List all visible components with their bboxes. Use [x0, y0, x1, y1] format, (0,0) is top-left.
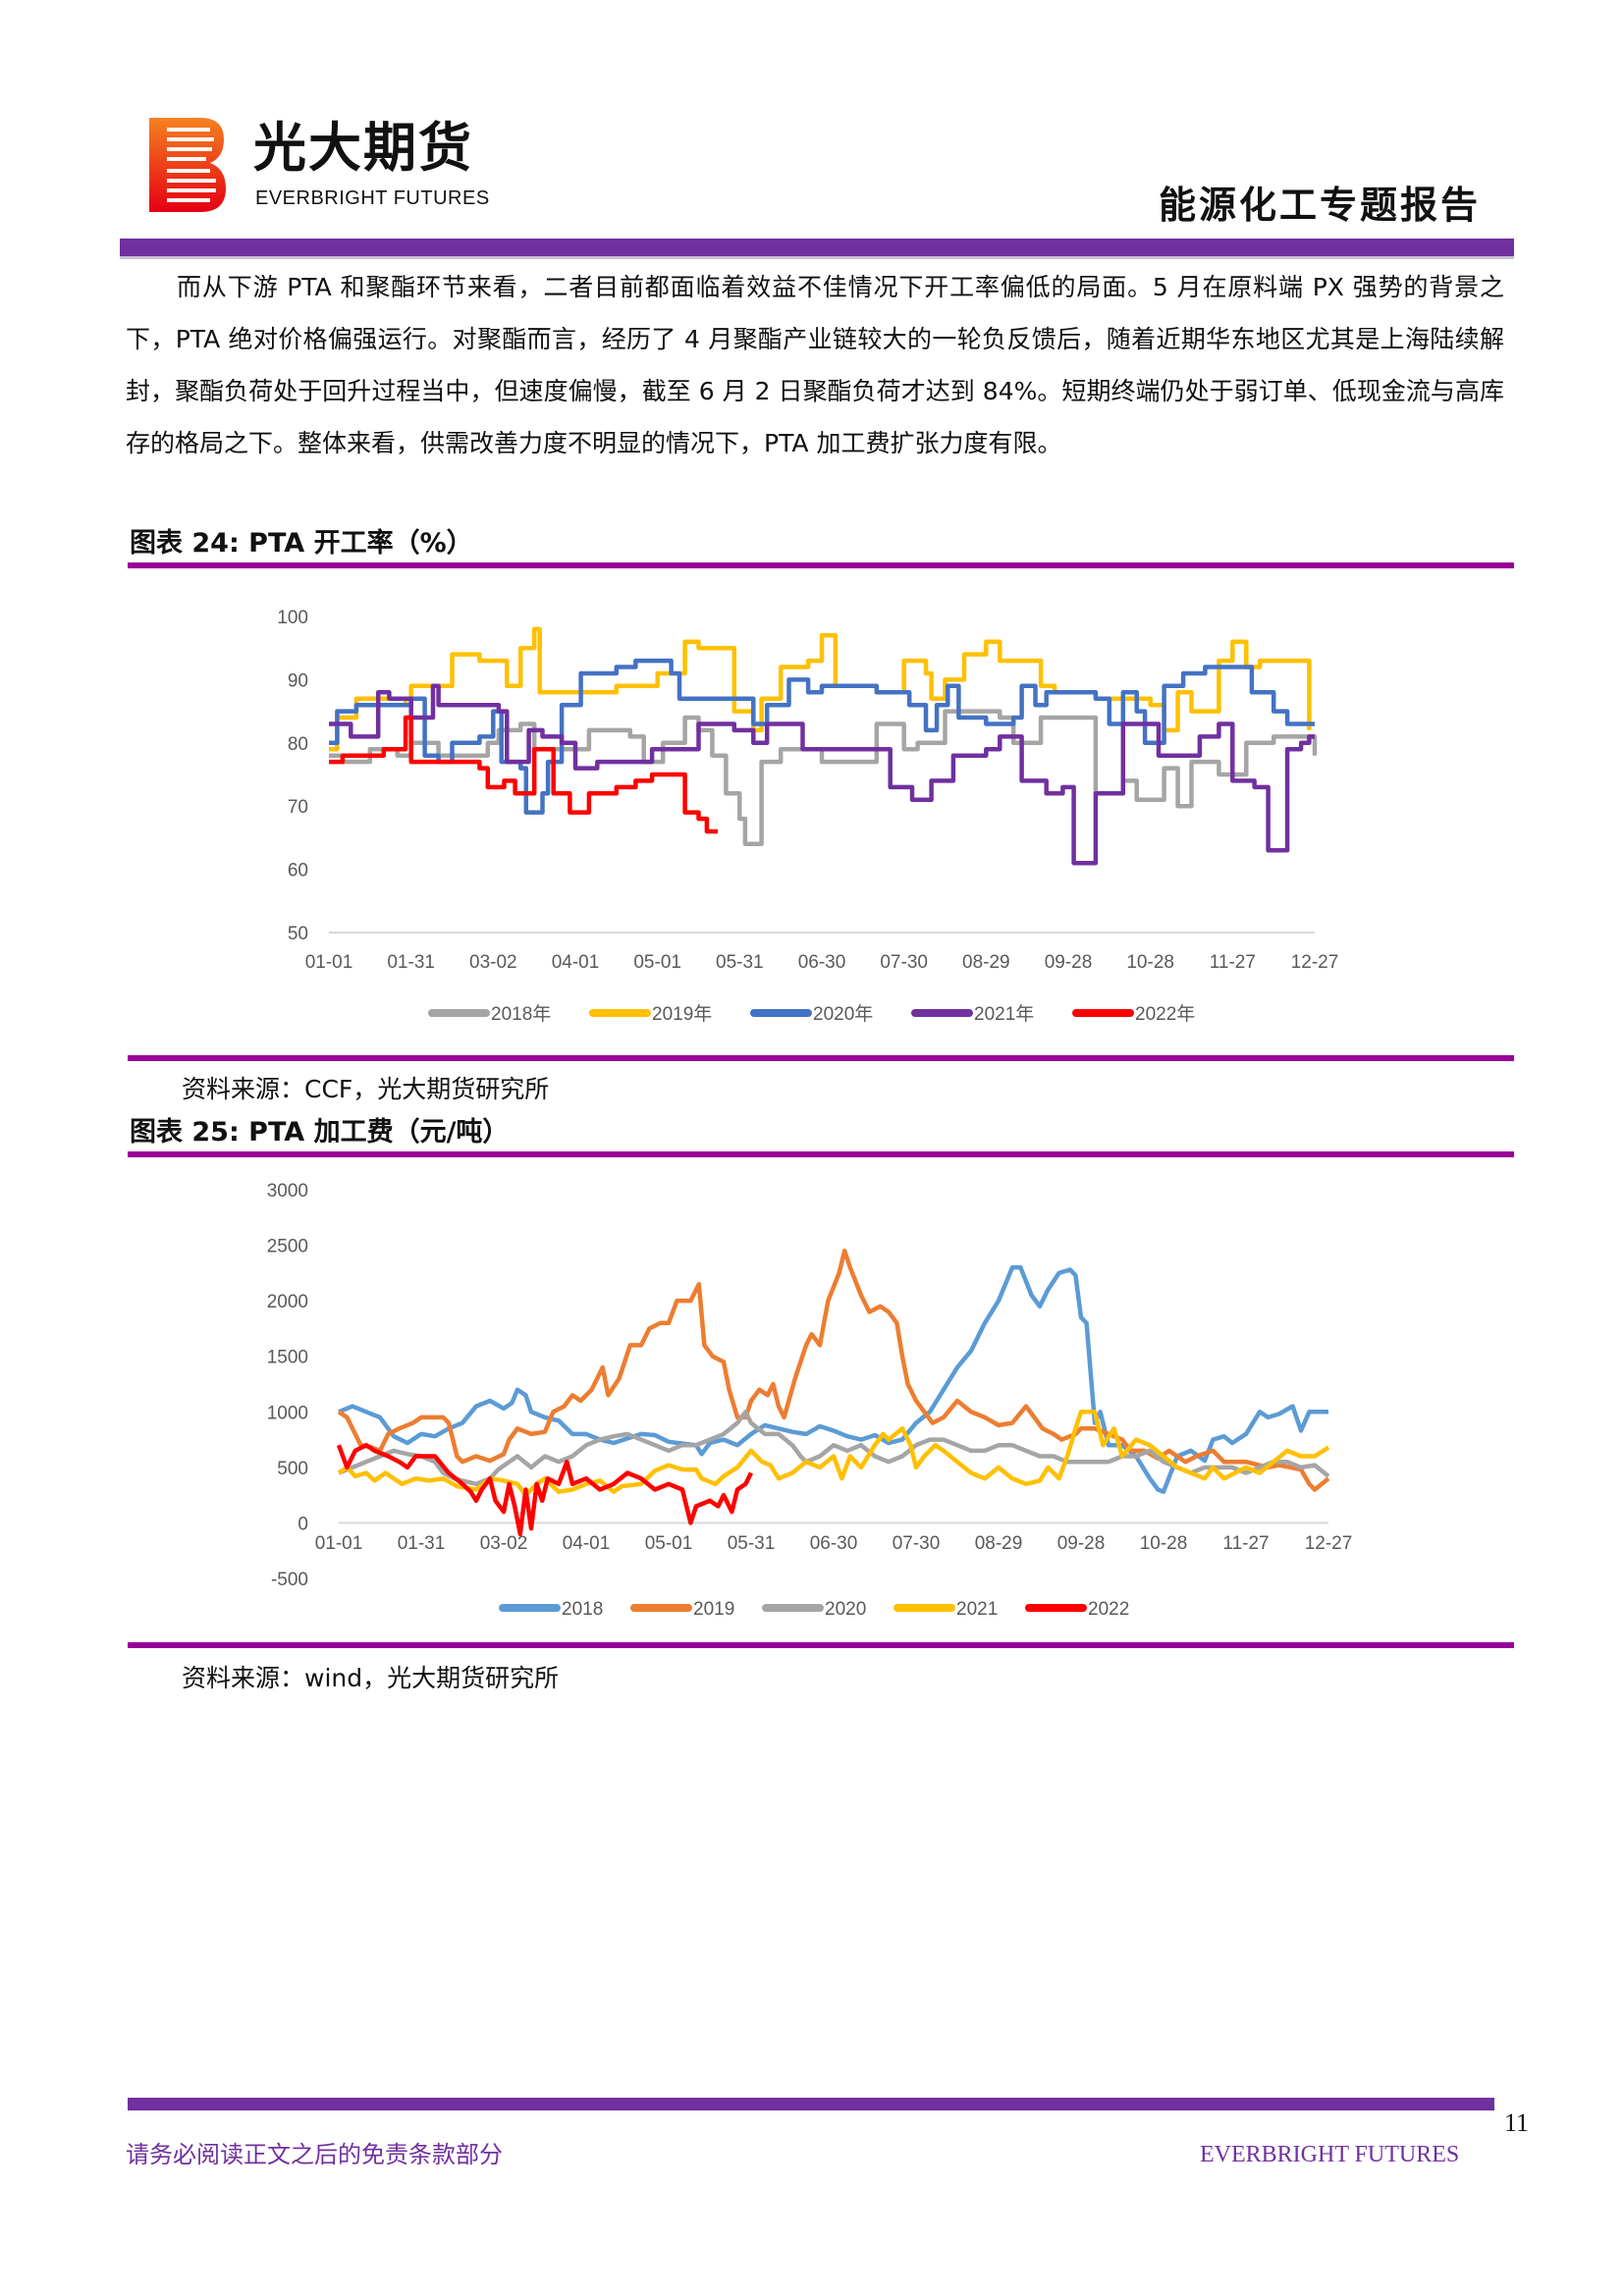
series-line-2020 [338, 1410, 1330, 1487]
report-title: 能源化工专题报告 [1159, 183, 1482, 227]
x-tick-label: 04-01 [552, 952, 600, 973]
chart-pta-operating-rate: 50 60 70 80 90 100 01-01 01-31 03-02 04-01 05-01 05… [277, 608, 1339, 1025]
x-tick-label: 07-30 [880, 952, 928, 973]
x-tick-label: 06-30 [810, 1533, 858, 1554]
x-tick-label: 07-30 [893, 1533, 941, 1554]
x-tick-label: 11-27 [1210, 952, 1256, 973]
x-tick-label: 01-01 [305, 952, 353, 973]
legend-label: 2022 [1088, 1599, 1129, 1620]
figure-25-top-rule [128, 1151, 1514, 1157]
x-tick-label: 01-31 [398, 1533, 446, 1554]
legend-label: 2019 [693, 1599, 734, 1620]
logo-english-name: EVERBRIGHT FUTURES [255, 187, 490, 209]
y-tick-label: -500 [271, 1570, 308, 1590]
y-tick-label: 2000 [267, 1292, 308, 1312]
y-tick-label: 0 [298, 1514, 308, 1534]
figure-25-title: 图表 25: PTA 加工费（元/吨） [130, 1117, 510, 1148]
x-tick-label: 09-28 [1057, 1533, 1106, 1554]
y-tick-label: 1500 [267, 1348, 308, 1368]
x-tick-label: 05-01 [633, 952, 681, 973]
y-tick-label: 50 [288, 924, 308, 944]
series-line-2020年 [329, 658, 1315, 815]
legend-label: 2021 [956, 1599, 998, 1620]
legend-label: 2018 [562, 1599, 603, 1620]
x-tick-label: 10-28 [1126, 952, 1174, 973]
y-tick-label: 1000 [267, 1403, 308, 1423]
figure-24-top-rule [128, 562, 1514, 568]
header-divider [120, 239, 1514, 259]
y-tick-label: 90 [288, 670, 308, 691]
legend-label: 2020年 [813, 1003, 873, 1025]
legend-label: 2021年 [974, 1003, 1034, 1025]
y-tick-label: 100 [277, 608, 308, 628]
x-tick-label: 04-01 [563, 1533, 611, 1554]
figure-24-source: 资料来源：CCF，光大期货研究所 [182, 1075, 550, 1103]
x-tick-label: 12-27 [1291, 952, 1339, 973]
x-tick-label: 05-31 [716, 952, 764, 973]
series-line-2022 [336, 1442, 754, 1536]
x-tick-label: 06-30 [798, 952, 846, 973]
legend-label: 2019年 [652, 1003, 712, 1025]
series-line-2018 [338, 1264, 1328, 1494]
chart-pta-processing-fee: -500 0 500 1000 1500 2000 2500 3000 01-01 01-31 03… [267, 1181, 1353, 1620]
figure-24-bottom-rule [128, 1055, 1514, 1061]
x-tick-label: 01-31 [387, 952, 435, 973]
y-tick-label: 60 [288, 861, 308, 881]
x-tick-label: 01-01 [315, 1533, 363, 1554]
series-line-2022年 [329, 715, 718, 834]
body-paragraph: 而从下游 PTA 和聚酯环节来看，二者目前都面临着效益不佳情况下开工率偏低的局面… [126, 273, 1504, 457]
everbright-logo-icon [149, 118, 226, 212]
logo-chinese-name: 光大期货 [253, 117, 473, 179]
legend-label: 2022年 [1135, 1003, 1195, 1025]
y-tick-label: 70 [288, 797, 308, 818]
figure-25-bottom-rule [128, 1642, 1514, 1648]
legend-label: 2018年 [491, 1003, 551, 1025]
y-tick-label: 500 [277, 1459, 308, 1479]
series-line-2019年 [329, 626, 1312, 752]
x-tick-label: 12-27 [1305, 1533, 1353, 1554]
series-line-2021 [337, 1410, 1330, 1498]
footer-divider [128, 2098, 1494, 2110]
series-line-2018年 [329, 709, 1318, 847]
x-tick-label: 05-31 [728, 1533, 776, 1554]
footer-brand: EVERBRIGHT FUTURES [1200, 2142, 1460, 2167]
figure-24-title: 图表 24: PTA 开工率（%） [130, 528, 473, 559]
x-tick-label: 10-28 [1140, 1533, 1188, 1554]
y-tick-label: 3000 [267, 1181, 308, 1201]
x-tick-label: 11-27 [1222, 1533, 1269, 1554]
x-tick-label: 03-02 [469, 952, 517, 973]
disclaimer-note: 请务必阅读正文之后的免责条款部分 [126, 2141, 503, 2168]
y-tick-label: 2500 [267, 1237, 308, 1257]
figure-25-source: 资料来源：wind，光大期货研究所 [182, 1664, 560, 1692]
x-tick-label: 03-02 [480, 1533, 528, 1554]
x-tick-label: 05-01 [645, 1533, 693, 1554]
x-tick-label: 08-29 [962, 952, 1010, 973]
legend-label: 2020 [825, 1599, 866, 1620]
y-tick-label: 80 [288, 734, 308, 755]
series-line-2021年 [329, 683, 1315, 866]
page-number: 11 [1504, 2109, 1530, 2137]
x-tick-label: 09-28 [1045, 952, 1093, 973]
x-tick-label: 08-29 [975, 1533, 1023, 1554]
